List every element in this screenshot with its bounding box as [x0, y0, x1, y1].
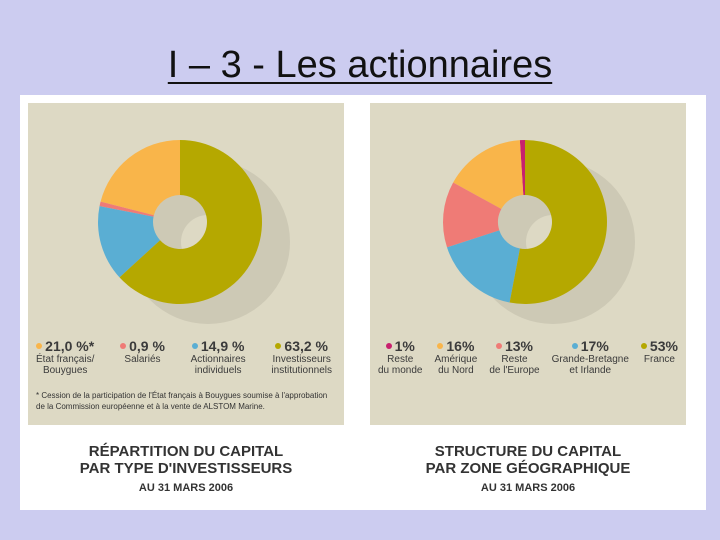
value-label: 13%	[504, 338, 533, 354]
legend-dot	[191, 343, 198, 349]
legend-item: 1% Reste du monde	[378, 338, 422, 376]
donut-segment	[509, 140, 608, 305]
value-label: 53%	[649, 338, 678, 354]
legend-category: Investisseurs institutionnels	[271, 354, 332, 376]
footnote: * Cession de la participation de l'État …	[36, 391, 328, 411]
legend-category: Reste de l'Europe	[489, 354, 540, 376]
value-label: 21,0 %*	[45, 338, 95, 354]
value-label: 16%	[446, 338, 475, 354]
donut-segment	[453, 140, 524, 209]
donut-segment	[447, 230, 520, 303]
legend-category: France	[643, 354, 675, 365]
slide-title: I – 3 - Les actionnaires	[0, 44, 720, 87]
value-label: 63,2 %	[284, 338, 328, 354]
legend-dot	[36, 343, 43, 349]
donut-segment	[519, 140, 525, 196]
legend-value: 63,2 %	[271, 338, 332, 354]
chart-title: STRUCTURE DU CAPITAL PAR ZONE GÉOGRAPHIQ…	[425, 443, 631, 477]
legend-value: 53%	[640, 338, 678, 354]
value-label: 0,9 %	[129, 338, 165, 354]
legend-dot	[495, 343, 502, 349]
legend-category: Amérique du Nord	[434, 354, 478, 376]
legend-dot	[275, 343, 282, 349]
value-label: 1%	[394, 338, 415, 354]
legend-item: 21,0 %* État français/ Bouygues	[36, 338, 94, 376]
legend-item: 14,9 % Actionnaires individuels	[191, 338, 246, 376]
legend-value: 14,9 %	[191, 338, 246, 354]
legend-value: 13%	[489, 338, 539, 354]
donut-segment	[443, 182, 502, 248]
legend-item: 16% Amérique du Nord	[435, 338, 478, 376]
chart-subtitle: AU 31 MARS 2006	[480, 482, 576, 494]
legend-dot	[120, 343, 127, 349]
legend-value: 21,0 %*	[36, 338, 94, 354]
legend-item: 63,2 % Investisseurs institutionnels	[271, 338, 332, 376]
slide-title-text: I – 3 - Les actionnaires	[167, 44, 553, 86]
legend-category: Grande-Bretagne et Irlande	[551, 354, 629, 376]
legend: 21,0 %* État français/ Bouygues 0,9 % Salar…	[36, 338, 332, 376]
legend-category: Reste du monde	[378, 354, 423, 376]
legend-value: 17%	[552, 338, 629, 354]
legend-category: Salariés	[124, 354, 161, 365]
chart-subtitle: AU 31 MARS 2006	[138, 482, 234, 494]
legend-item: 53% France	[640, 338, 678, 376]
legend-category: Actionnaires individuels	[190, 354, 246, 376]
legend: 1% Reste du monde 16% Amérique du Nord 13% Re…	[378, 338, 678, 376]
legend-item: 17% Grande-Bretagne et Irlande	[552, 338, 629, 376]
legend-item: 13% Reste de l'Europe	[489, 338, 539, 376]
chart-title: RÉPARTITION DU CAPITAL PAR TYPE D'INVEST…	[79, 443, 293, 477]
donut-segment	[99, 201, 154, 217]
legend-dot	[640, 343, 647, 349]
donut-segment	[119, 140, 263, 304]
legend-dot	[437, 343, 444, 349]
legend-dot	[385, 343, 392, 349]
value-label: 17%	[580, 338, 609, 354]
donut-segment	[97, 206, 161, 278]
legend-category: État français/ Bouygues	[36, 354, 95, 376]
legend-item: 0,9 % Salariés	[120, 338, 165, 376]
legend-value: 0,9 %	[120, 338, 165, 354]
donut-segment	[100, 140, 180, 216]
value-label: 14,9 %	[200, 338, 245, 354]
legend-value: 1%	[378, 338, 422, 354]
legend-value: 16%	[435, 338, 478, 354]
legend-dot	[571, 343, 578, 349]
